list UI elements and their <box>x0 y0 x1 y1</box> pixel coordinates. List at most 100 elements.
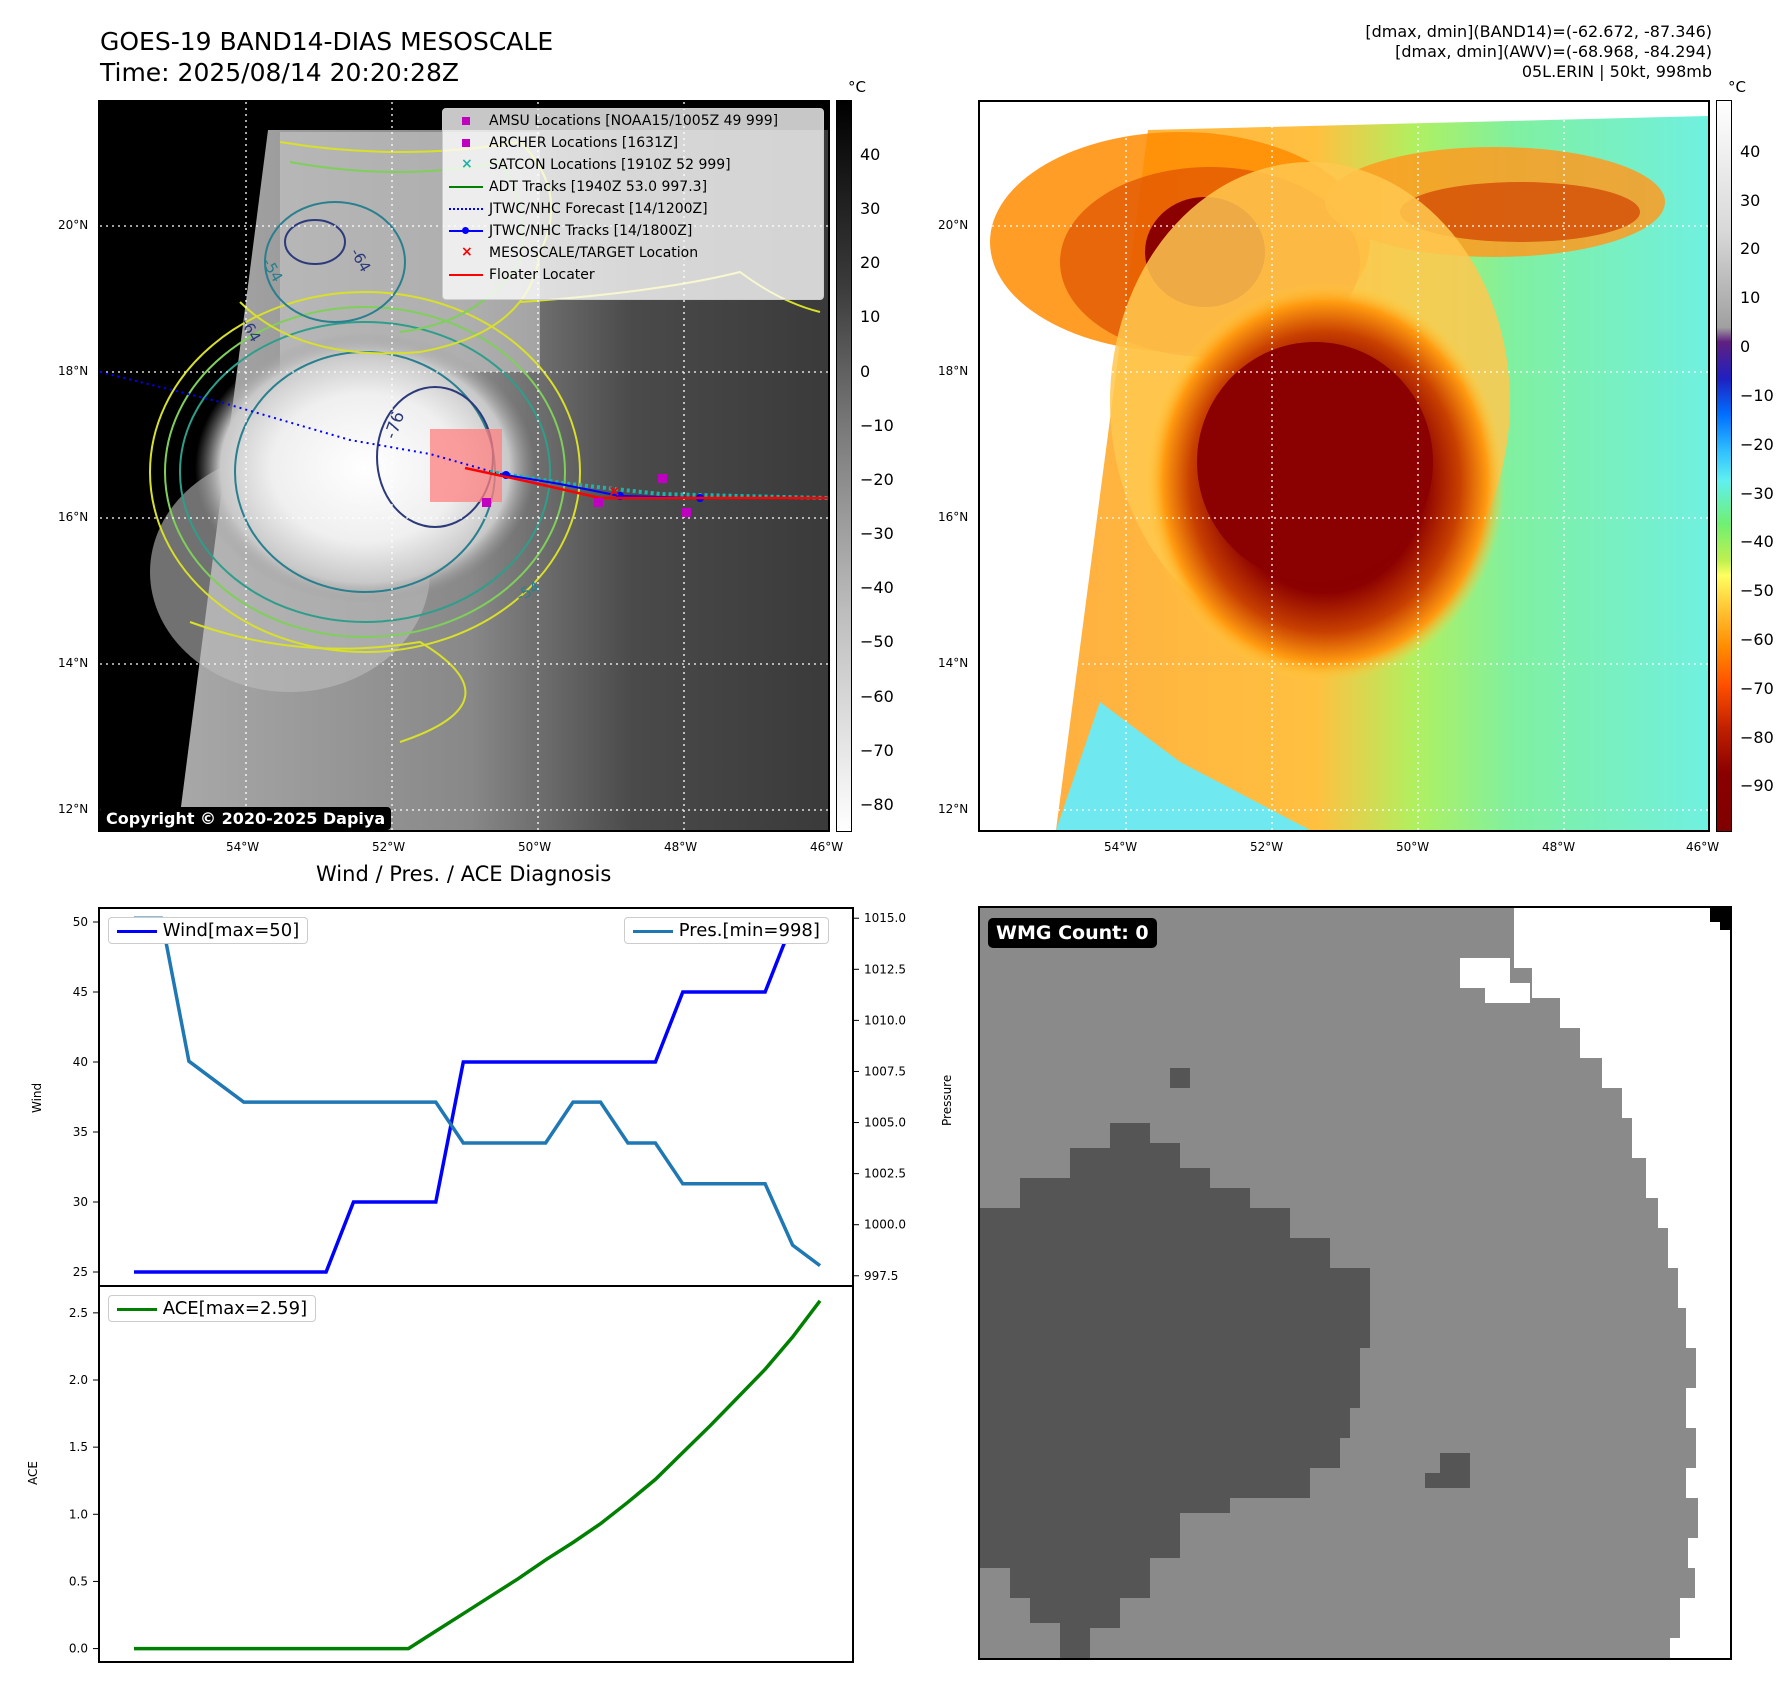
wmg-canvas <box>980 908 1730 1658</box>
map-legend: AMSU Locations [NOAA15/1005Z 49 999] ARC… <box>442 108 824 300</box>
lat-tick: 12°N <box>58 802 89 816</box>
legend-forecast: JTWC/NHC Forecast [14/1200Z] <box>449 199 708 219</box>
colorbar-gray-tick: 40 <box>860 145 881 164</box>
colorbar-color-tick: 0 <box>1740 337 1751 356</box>
lon-tick: 46°W <box>810 840 844 854</box>
lat-tick: 16°N <box>58 510 89 524</box>
wind-tick-label: 30 <box>73 1195 88 1209</box>
map-gridlines <box>980 102 1708 830</box>
ace-tick-label: 1.5 <box>69 1440 88 1454</box>
pressure-tick-label: 1005.0 <box>864 1116 906 1130</box>
legend-floater: Floater Locater <box>449 265 595 285</box>
colorbar-gray-unit: °C <box>848 78 866 96</box>
ir-map-canvas: -54 -64 -76 -54 -64 <box>100 102 828 830</box>
pressure-legend-label: Pres.[min=998] <box>678 920 820 941</box>
awv-map-canvas <box>980 102 1708 830</box>
legend-target: × MESOSCALE/TARGET Location <box>461 244 699 261</box>
ace-tick-label: 0.0 <box>69 1642 88 1656</box>
lat-tick: 18°N <box>58 364 89 378</box>
legend-archer: ARCHER Locations [1631Z] <box>449 133 678 153</box>
copyright-label: Copyright © 2020-2025 Dapiya <box>100 807 392 830</box>
lon-tick: 50°W <box>1396 840 1430 854</box>
pressure-tick-label: 1000.0 <box>864 1218 906 1232</box>
colorbar-color-tick: −60 <box>1740 630 1774 649</box>
legend-amsu: AMSU Locations [NOAA15/1005Z 49 999] <box>449 111 778 131</box>
legend-tracks: JTWC/NHC Tracks [14/1800Z] <box>449 221 692 241</box>
colorbar-gray-tick: 30 <box>860 199 881 218</box>
colorbar-color-tick: −20 <box>1740 435 1774 454</box>
forecast-track <box>100 371 501 475</box>
lon-tick: 48°W <box>1542 840 1576 854</box>
lat-tick: 16°N <box>938 510 969 524</box>
legend-adt: ADT Tracks [1940Z 53.0 997.3] <box>449 177 707 197</box>
wind-tick-label: 35 <box>73 1125 88 1139</box>
pressure-legend: Pres.[min=998] <box>624 917 829 944</box>
ace-axis-label: ACE <box>26 1461 40 1485</box>
ace-frame <box>98 1285 854 1663</box>
diagnosis-title: Wind / Pres. / ACE Diagnosis <box>316 862 612 886</box>
wmg-count-badge: WMG Count: 0 <box>988 918 1157 948</box>
figure-title: GOES-19 BAND14-DIAS MESOSCALE Time: 2025… <box>100 26 553 88</box>
ace-legend-label: ACE[max=2.59] <box>162 1298 308 1319</box>
pressure-series-line <box>134 916 822 1268</box>
lat-tick: 18°N <box>938 364 969 378</box>
amsu-marker <box>482 498 491 507</box>
lat-tick: 14°N <box>938 656 969 670</box>
colorbar-gray-tick: −50 <box>860 632 894 651</box>
legend-satcon: × SATCON Locations [1910Z 52 999] <box>461 156 731 173</box>
lon-tick: 46°W <box>1686 840 1720 854</box>
title-line-time: Time: 2025/08/14 20:20:28Z <box>100 58 459 87</box>
colorbar-gray-tick: 0 <box>860 362 871 381</box>
ace-tick-label: 2.0 <box>69 1373 88 1387</box>
colorbar-gray-tick: −60 <box>860 687 894 706</box>
colorbar-color-tick: −40 <box>1740 532 1774 551</box>
wind-tick-label: 40 <box>73 1055 88 1069</box>
colorbar-gray-tick: −70 <box>860 741 894 760</box>
lon-tick: 52°W <box>372 840 406 854</box>
colorbar-gray-tick: −40 <box>860 578 894 597</box>
info-storm-summary: 05L.ERIN | 50kt, 998mb <box>1521 62 1712 81</box>
wind-legend-label: Wind[max=50] <box>162 920 300 941</box>
colorbar-gray-tick: 20 <box>860 253 881 272</box>
pressure-tick-label: 1012.5 <box>864 962 906 976</box>
lon-tick: 48°W <box>664 840 698 854</box>
pressure-tick-label: 1010.0 <box>864 1013 906 1027</box>
colorbar-color <box>1716 100 1732 832</box>
colorbar-color-tick: 30 <box>1740 191 1761 210</box>
lat-tick: 20°N <box>58 218 89 232</box>
pressure-tick-label: 1015.0 <box>864 911 906 925</box>
colorbar-gray <box>836 100 852 832</box>
colorbar-gray-tick: 10 <box>860 307 881 326</box>
wind-tick-label: 45 <box>73 985 88 999</box>
archer-marker <box>594 498 603 507</box>
colorbar-color-tick: −10 <box>1740 386 1774 405</box>
colorbar-color-tick: −30 <box>1740 484 1774 503</box>
pressure-tick-label: 1007.5 <box>864 1064 906 1078</box>
wind-tick-label: 50 <box>73 915 88 929</box>
diagnosis-chart: 25 30 35 40 45 50 997.5 1000.0 1002.5 1005.0 1007.… <box>69 907 906 1663</box>
wind-pressure-frame <box>98 907 854 1287</box>
info-band14-range: [dmax, dmin](BAND14)=(-62.672, -87.346) <box>1365 22 1712 41</box>
colorbar-gray-tick: −20 <box>860 470 894 489</box>
colorbar-color-tick: 40 <box>1740 142 1761 161</box>
pressure-axis-label: Pressure <box>940 1074 954 1126</box>
target-marker: × <box>608 482 621 500</box>
colorbar-color-tick: −70 <box>1740 679 1774 698</box>
info-awv-range: [dmax, dmin](AWV)=(-68.968, -84.294) <box>1395 42 1712 61</box>
wmg-clear-region <box>1514 908 1730 1658</box>
colorbar-color-tick: 10 <box>1740 288 1761 307</box>
title-line-satellite: GOES-19 BAND14-DIAS MESOSCALE <box>100 27 554 56</box>
colorbar-gray-tick: −80 <box>860 795 894 814</box>
ace-tick-label: 1.0 <box>69 1507 88 1521</box>
wmg-panel <box>978 906 1732 1660</box>
floater-box <box>430 429 502 502</box>
lon-tick: 54°W <box>1104 840 1138 854</box>
ace-legend: ACE[max=2.59] <box>108 1295 317 1322</box>
wind-axis-label: Wind <box>30 1082 44 1113</box>
lon-tick: 54°W <box>226 840 260 854</box>
colorbar-color-tick: −90 <box>1740 776 1774 795</box>
lat-tick: 20°N <box>938 218 969 232</box>
wind-legend: Wind[max=50] <box>108 917 309 944</box>
pressure-tick-label: 1002.5 <box>864 1167 906 1181</box>
lon-tick: 52°W <box>1250 840 1284 854</box>
